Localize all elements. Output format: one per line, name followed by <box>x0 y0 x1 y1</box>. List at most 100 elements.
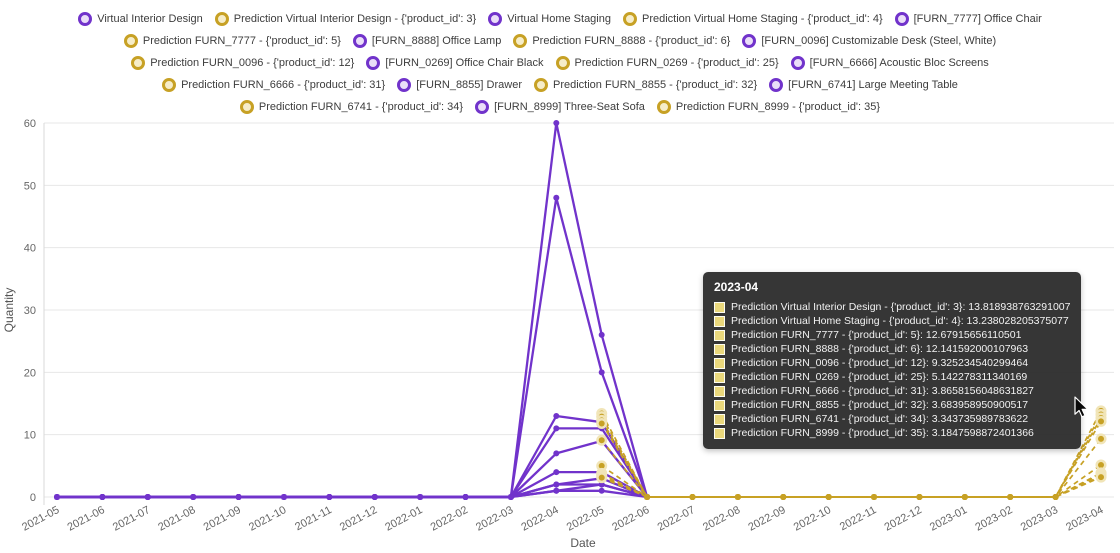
prediction-series-line[interactable] <box>601 476 1102 498</box>
legend-item[interactable]: Prediction FURN_8888 - {'product_id': 6} <box>513 34 730 48</box>
legend-item[interactable]: Prediction FURN_0269 - {'product_id': 25… <box>555 56 779 70</box>
prediction-series-line[interactable] <box>601 464 1102 498</box>
legend-item[interactable]: Prediction FURN_6666 - {'product_id': 31… <box>162 78 385 92</box>
actual-series-point[interactable] <box>553 481 560 488</box>
actual-series-point[interactable] <box>553 120 560 126</box>
legend-item-label: [FURN_7777] Office Chair <box>913 13 1042 25</box>
legend-prediction-marker-icon <box>656 100 671 114</box>
tooltip-swatch-icon <box>714 427 725 439</box>
prediction-series-point[interactable] <box>1098 418 1104 425</box>
prediction-series-point[interactable] <box>825 494 832 500</box>
legend-item[interactable]: [FURN_8888] Office Lamp <box>352 34 502 48</box>
legend-item[interactable]: [FURN_8855] Drawer <box>397 78 522 92</box>
prediction-series-point[interactable] <box>1052 494 1059 500</box>
legend-item[interactable]: Prediction FURN_6741 - {'product_id': 34… <box>239 100 463 114</box>
legend-item-label: [FURN_8999] Three-Seat Sofa <box>494 101 645 113</box>
actual-series-point[interactable] <box>598 331 605 338</box>
actual-series-point[interactable] <box>371 494 378 500</box>
actual-series-point[interactable] <box>553 487 560 494</box>
prediction-series-point[interactable] <box>1007 494 1014 500</box>
actual-series-point[interactable] <box>280 494 287 500</box>
actual-series-point[interactable] <box>553 450 560 457</box>
actual-series-point[interactable] <box>99 494 106 500</box>
prediction-series-point[interactable] <box>598 462 605 469</box>
actual-series-point[interactable] <box>598 369 605 376</box>
actual-series-point[interactable] <box>417 494 424 500</box>
prediction-series-point[interactable] <box>871 494 878 500</box>
legend-item-label: [FURN_8855] Drawer <box>416 79 522 91</box>
prediction-series-line[interactable] <box>601 475 1102 498</box>
actual-series-point[interactable] <box>553 425 560 432</box>
prediction-series-point[interactable] <box>1098 474 1104 481</box>
tooltip-row-text: Prediction Virtual Home Staging - {'prod… <box>731 315 1069 327</box>
x-tick-label: 2022-06 <box>610 504 651 534</box>
tooltip-date-title: 2023-04 <box>714 280 759 294</box>
prediction-series-point[interactable] <box>961 494 968 500</box>
legend-item[interactable]: Virtual Interior Design <box>78 12 203 26</box>
prediction-series-point[interactable] <box>734 494 741 500</box>
prediction-series-point[interactable] <box>644 494 651 500</box>
legend-item[interactable]: [FURN_0269] Office Chair Black <box>366 56 544 70</box>
prediction-series-point[interactable] <box>780 494 787 500</box>
tooltip-row: Prediction FURN_0096 - {'product_id': 12… <box>714 356 1070 370</box>
actual-series-line[interactable] <box>57 477 648 499</box>
x-tick-label: 2021-12 <box>338 504 379 534</box>
actual-series-line[interactable] <box>57 439 648 499</box>
legend-item[interactable]: [FURN_6741] Large Meeting Table <box>769 78 958 92</box>
tooltip-swatch-icon <box>714 371 725 383</box>
actual-series-point[interactable] <box>553 469 560 476</box>
tooltip-row: Prediction FURN_6666 - {'product_id': 31… <box>714 384 1070 398</box>
prediction-series-point[interactable] <box>598 420 605 427</box>
legend-item[interactable]: Virtual Home Staging <box>488 12 611 26</box>
legend-item-label: [FURN_8888] Office Lamp <box>371 35 502 47</box>
actual-series-point[interactable] <box>553 412 560 419</box>
actual-series-point[interactable] <box>507 494 514 500</box>
actual-series-point[interactable] <box>598 481 605 488</box>
legend-item[interactable]: Prediction Virtual Home Staging - {'prod… <box>622 12 883 26</box>
prediction-series-point[interactable] <box>689 494 696 500</box>
legend-item[interactable]: Prediction FURN_7777 - {'product_id': 5} <box>123 34 341 48</box>
legend-item[interactable]: [FURN_6666] Acoustic Bloc Screens <box>790 56 989 70</box>
legend-item-label: Prediction FURN_8999 - {'product_id': 35… <box>675 101 881 113</box>
prediction-series-point[interactable] <box>916 494 923 500</box>
legend-item[interactable]: Prediction Virtual Interior Design - {'p… <box>214 12 476 26</box>
legend-item[interactable]: [FURN_7777] Office Chair <box>894 12 1042 26</box>
x-tick-label: 2022-11 <box>838 504 879 533</box>
legend-prediction-marker-icon <box>555 56 570 70</box>
actual-series-point[interactable] <box>326 494 333 500</box>
actual-series-point[interactable] <box>144 494 151 500</box>
actual-series-point[interactable] <box>54 494 60 500</box>
legend-actual-marker-icon <box>397 78 412 92</box>
prediction-series-point[interactable] <box>1098 435 1104 442</box>
prediction-series-line[interactable] <box>601 473 1102 498</box>
tooltip-rows: Prediction Virtual Interior Design - {'p… <box>714 300 1070 440</box>
legend-item[interactable]: Prediction FURN_8855 - {'product_id': 32… <box>533 78 757 92</box>
actual-series-point[interactable] <box>235 494 242 500</box>
tooltip-row: Prediction FURN_8999 - {'product_id': 35… <box>714 426 1070 440</box>
x-tick-label: 2022-12 <box>883 504 924 534</box>
legend-item[interactable]: [FURN_0096] Customizable Desk (Steel, Wh… <box>742 34 996 48</box>
actual-series-point[interactable] <box>553 194 560 201</box>
legend-item[interactable]: Prediction FURN_8999 - {'product_id': 35… <box>656 100 881 114</box>
prediction-series-point[interactable] <box>1098 461 1104 468</box>
actual-series-point[interactable] <box>190 494 197 500</box>
prediction-series-point[interactable] <box>598 474 605 481</box>
actual-series-point[interactable] <box>598 487 605 494</box>
x-tick-label: 2022-09 <box>746 504 787 534</box>
legend-item[interactable]: Prediction FURN_0096 - {'product_id': 12… <box>131 56 354 70</box>
y-axis-title: Quantity <box>2 288 16 333</box>
actual-series-line[interactable] <box>57 489 648 499</box>
prediction-series-line[interactable] <box>601 472 1102 498</box>
legend-item[interactable]: [FURN_8999] Three-Seat Sofa <box>475 100 645 114</box>
tooltip-swatch-icon <box>714 343 725 355</box>
x-tick-label: 2023-02 <box>973 504 1014 534</box>
actual-series-line[interactable] <box>57 427 649 499</box>
tooltip-row: Prediction Virtual Home Staging - {'prod… <box>714 314 1070 328</box>
actual-series-point[interactable] <box>462 494 469 500</box>
legend-item-label: Virtual Home Staging <box>507 13 611 25</box>
legend-prediction-marker-icon <box>622 12 637 26</box>
legend-actual-marker-icon <box>742 34 757 48</box>
prediction-series-point[interactable] <box>598 437 605 444</box>
